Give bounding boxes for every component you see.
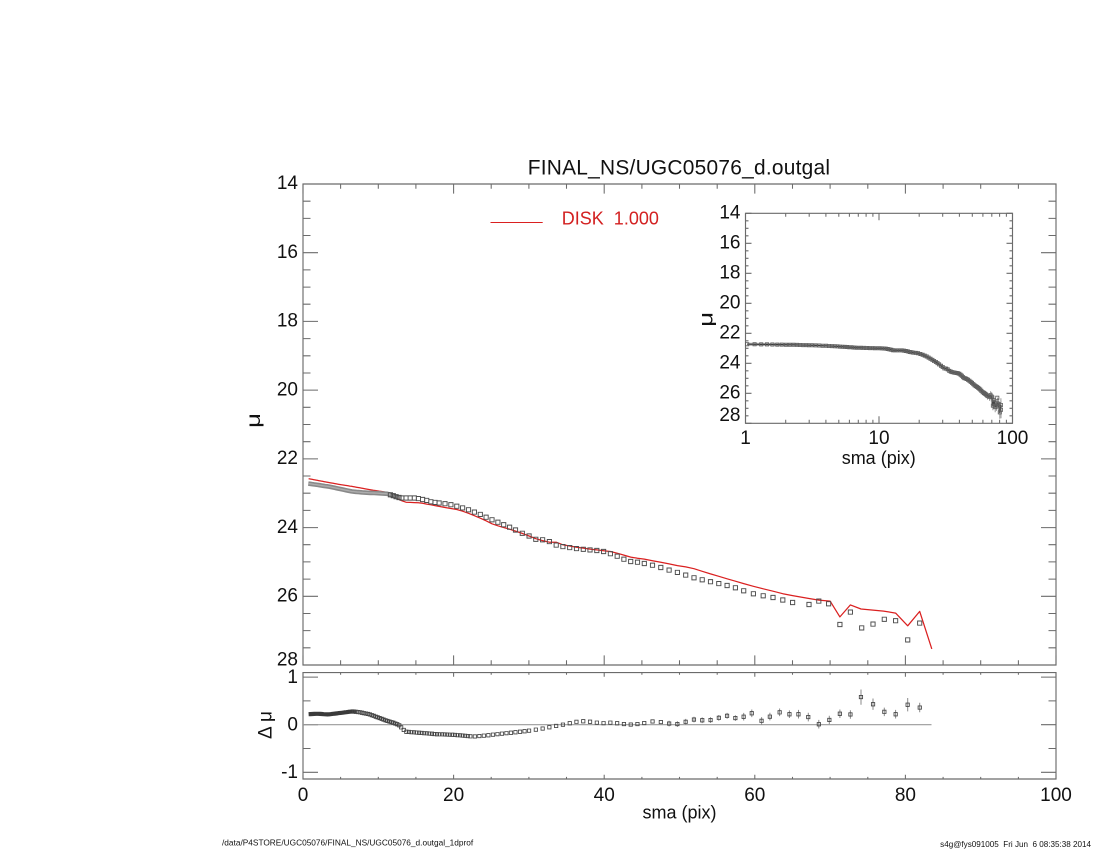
svg-text:/data/P4STORE/UGC05076/FINAL_N: /data/P4STORE/UGC05076/FINAL_NS/UGC05076… xyxy=(222,838,474,848)
svg-text:100: 100 xyxy=(1040,785,1072,806)
svg-text:μ: μ xyxy=(696,312,717,327)
svg-text:μ: μ xyxy=(243,413,264,428)
svg-text:14: 14 xyxy=(719,203,741,224)
svg-text:sma (pix): sma (pix) xyxy=(842,448,916,468)
svg-text:s4g@fys091005 Fri Jun 6 08:3: s4g@fys091005 Fri Jun 6 08:35:38 2014 xyxy=(940,840,1091,849)
svg-text:22: 22 xyxy=(277,448,298,469)
svg-text:20: 20 xyxy=(443,785,464,806)
svg-text:16: 16 xyxy=(277,242,298,263)
svg-text:14: 14 xyxy=(277,173,299,194)
svg-text:24: 24 xyxy=(277,517,299,538)
svg-text:26: 26 xyxy=(719,383,740,404)
svg-text:Δ μ: Δ μ xyxy=(256,711,277,739)
svg-text:-1: -1 xyxy=(281,762,298,783)
svg-text:80: 80 xyxy=(895,785,916,806)
svg-text:DISK 1.000: DISK 1.000 xyxy=(562,208,659,228)
svg-text:18: 18 xyxy=(277,311,298,332)
svg-text:26: 26 xyxy=(277,586,298,607)
svg-text:40: 40 xyxy=(594,785,615,806)
svg-text:sma (pix): sma (pix) xyxy=(642,803,716,823)
svg-text:16: 16 xyxy=(719,233,740,254)
svg-text:18: 18 xyxy=(719,263,740,284)
svg-text:60: 60 xyxy=(744,785,765,806)
svg-text:28: 28 xyxy=(719,405,740,426)
svg-text:10: 10 xyxy=(868,428,889,449)
svg-text:0: 0 xyxy=(298,785,309,806)
svg-text:0: 0 xyxy=(287,715,298,736)
svg-text:24: 24 xyxy=(719,353,741,374)
svg-text:1: 1 xyxy=(740,428,751,449)
svg-text:100: 100 xyxy=(997,428,1029,449)
svg-text:22: 22 xyxy=(719,323,740,344)
svg-text:1: 1 xyxy=(287,667,298,688)
svg-text:FINAL_NS/UGC05076_d.outgal: FINAL_NS/UGC05076_d.outgal xyxy=(528,157,831,180)
svg-text:28: 28 xyxy=(277,650,298,671)
svg-text:20: 20 xyxy=(719,293,740,314)
svg-text:20: 20 xyxy=(277,379,298,400)
